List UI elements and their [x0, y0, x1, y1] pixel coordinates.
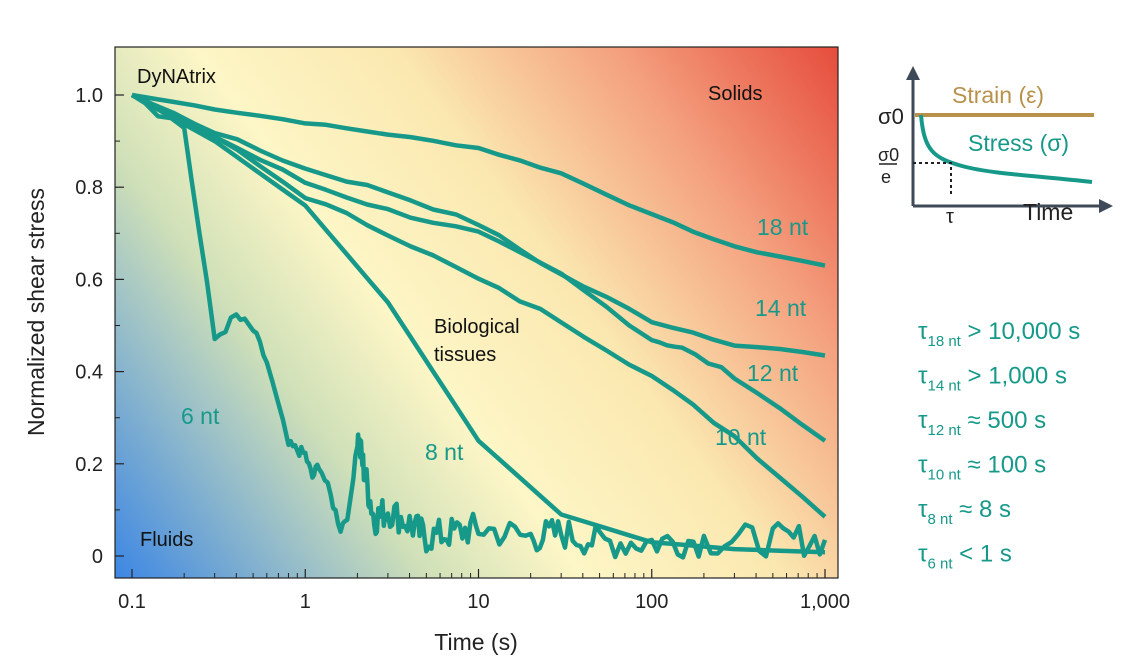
tau-line-12nt: τ12 nt ≈ 500 s: [918, 407, 1046, 439]
series-line-10nt: [130, 92, 827, 519]
inset-stress-label: Stress (σ): [968, 130, 1069, 156]
tau-guide-lines: [913, 162, 952, 197]
x-tick-label: 1: [300, 591, 311, 613]
tau-line-6nt: τ6 nt < 1 s: [918, 541, 1012, 573]
series-label-6nt: 6 nt: [181, 403, 220, 429]
plot-frame: [114, 46, 839, 579]
tau-line-8nt: τ8 nt ≈ 8 s: [918, 496, 1011, 528]
series-line-6nt: [130, 93, 828, 560]
x-tick-label: 10: [467, 591, 489, 613]
x-tick-label: 1,000: [800, 591, 850, 613]
stress-curve: [919, 114, 1093, 184]
fluids-label: Fluids: [140, 529, 193, 551]
x-tick-label: 100: [635, 591, 668, 613]
series-label-14nt: 14 nt: [755, 295, 807, 321]
ticks-layer: 0.1 1 10 100 1,000 0 0.2 0.4 0.6 0.8 1.0: [75, 85, 850, 613]
solids-label: Solids: [708, 83, 762, 105]
inset-sigma0-label: σ0: [878, 104, 904, 129]
tau-list: τ18 nt > 10,000 s τ14 nt > 1,000 s τ12 nt …: [918, 318, 1080, 573]
y-tick-label: 0.8: [75, 177, 103, 199]
y-tick-label: 0.2: [75, 454, 103, 476]
tau-line-18nt: τ18 nt > 10,000 s: [918, 318, 1080, 350]
inset-strain-label: Strain (ε): [952, 82, 1044, 108]
series-layer: [130, 92, 828, 560]
series-label-8nt: 8 nt: [425, 439, 464, 465]
inset-schematic: σ0 σ0 e τ Strain (ε) Stress (σ) Time: [878, 66, 1113, 228]
x-tick-label: 0.1: [118, 591, 146, 613]
main-chart: 0.1 1 10 100 1,000 0 0.2 0.4 0.6 0.8 1.0 Solids Fl…: [23, 46, 850, 655]
inset-sigma-e-numerator: σ0: [878, 145, 899, 165]
bio-tissues-line2: tissues: [434, 344, 496, 366]
series-label-18nt: 18 nt: [757, 214, 809, 240]
y-tick-label: 0: [92, 546, 103, 568]
x-axis-title: Time (s): [434, 629, 517, 655]
inset-y-arrow: [906, 66, 920, 80]
tau-line-10nt: τ10 nt ≈ 100 s: [918, 452, 1046, 484]
y-axis-title: Normalized shear stress: [23, 188, 49, 436]
plot-background: [115, 47, 838, 578]
y-tick-label: 0.6: [75, 269, 103, 291]
inset-sigma-e-denominator: e: [881, 167, 891, 187]
dynatrix-label: DyNAtrix: [137, 66, 216, 88]
series-line-14nt: [131, 92, 826, 358]
inset-time-label: Time: [1023, 199, 1073, 225]
series-line-18nt: [131, 92, 826, 268]
bio-tissues-line1: Biological: [434, 316, 520, 338]
tau-line-14nt: τ14 nt > 1,000 s: [918, 363, 1067, 395]
series-label-12nt: 12 nt: [747, 360, 799, 386]
series-label-10nt: 10 nt: [715, 424, 767, 450]
y-tick-label: 1.0: [75, 85, 103, 107]
inset-tau-label: τ: [946, 206, 954, 228]
series-line-12nt: [130, 92, 827, 443]
inset-x-arrow: [1099, 199, 1113, 213]
y-tick-label: 0.4: [75, 362, 103, 384]
